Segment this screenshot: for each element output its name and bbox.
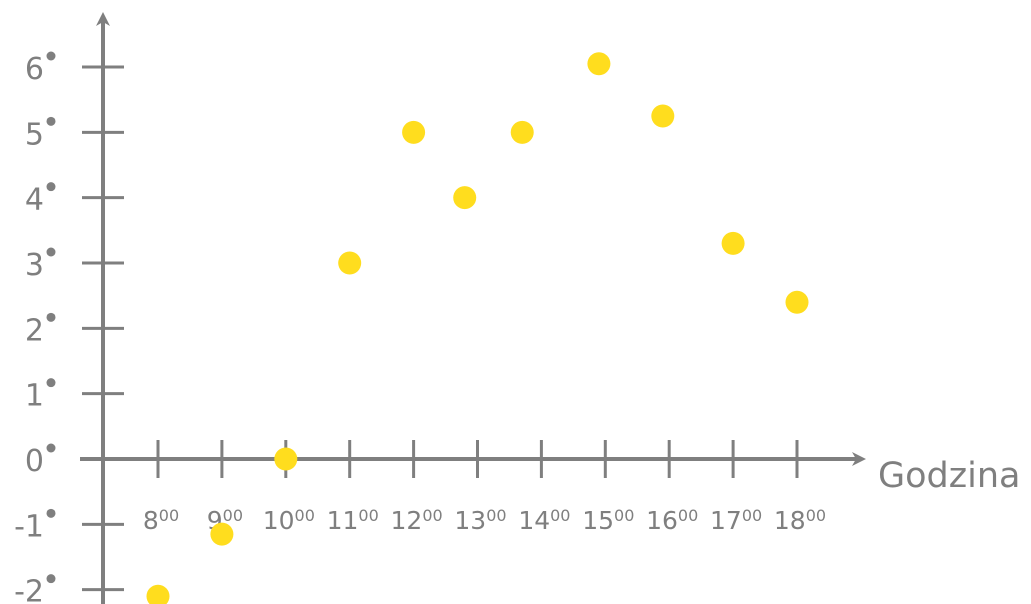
data-point (338, 251, 362, 275)
data-point (146, 584, 170, 604)
x-tick-label: 1800 (774, 506, 826, 535)
data-point (210, 522, 234, 546)
y-tick-label: 4 (25, 183, 44, 218)
y-tick-dot (46, 182, 56, 192)
y-tick-label: 1 (25, 379, 44, 414)
x-tick-label: 1600 (646, 506, 698, 535)
data-point (274, 447, 298, 471)
y-tick-dot (46, 51, 56, 61)
x-tick-label: 1200 (391, 506, 443, 535)
data-point (721, 231, 745, 255)
x-tick-label: 1300 (454, 506, 506, 535)
y-tick-label: 2 (25, 313, 44, 348)
y-tick-dot (46, 574, 56, 584)
y-tick-label: 3 (25, 248, 44, 283)
x-axis-title: Godzina (878, 456, 1020, 496)
x-tick-label: 1500 (582, 506, 634, 535)
x-tick-label: 800 (143, 506, 179, 535)
y-tick-dot (46, 378, 56, 388)
x-tick-label: 1100 (327, 506, 379, 535)
y-tick-dot (46, 116, 56, 126)
data-point (402, 120, 426, 144)
data-point (785, 290, 809, 314)
data-point (587, 52, 611, 76)
data-point (510, 120, 534, 144)
y-tick-dot (46, 443, 56, 453)
data-point (651, 104, 675, 128)
y-tick-dot (46, 247, 56, 257)
y-tick-label: -2 (14, 575, 44, 604)
y-tick-label: -1 (14, 509, 44, 544)
x-tick-label: 1000 (263, 506, 315, 535)
x-tick-label: 1400 (518, 506, 570, 535)
y-tick-dot (46, 508, 56, 518)
y-tick-label: 6 (25, 52, 44, 87)
x-tick-label: 1700 (710, 506, 762, 535)
tick-labels: 800 900 1000 1100 1200 1300 1400 1500 1600 1700 18… (14, 51, 826, 604)
y-tick-label: 0 (25, 444, 44, 479)
data-point (453, 186, 477, 210)
ticks (82, 65, 799, 592)
data-points (146, 52, 809, 604)
y-tick-dot (46, 312, 56, 322)
y-tick-label: 5 (25, 117, 44, 152)
